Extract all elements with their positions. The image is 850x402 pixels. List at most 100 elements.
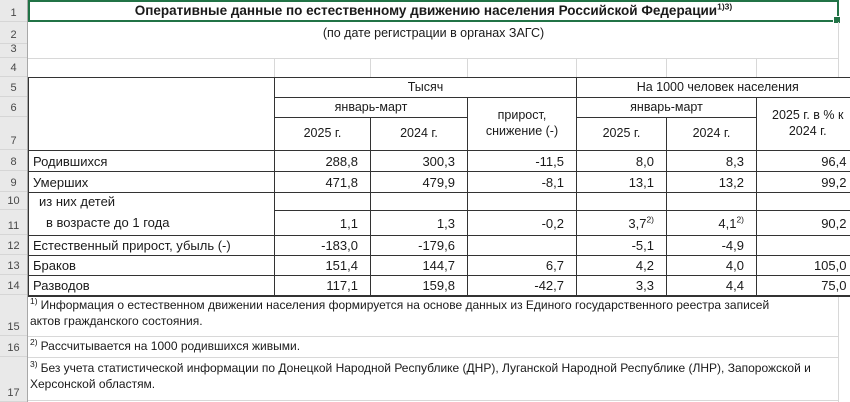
cell[interactable]: 1,3 xyxy=(370,210,468,236)
period-header-thousands[interactable]: январь-март xyxy=(274,97,468,118)
cell[interactable]: -11,5 xyxy=(467,150,577,172)
cell[interactable]: 159,8 xyxy=(370,275,468,297)
row-header[interactable]: 10 xyxy=(0,192,27,210)
cell[interactable]: 117,1 xyxy=(274,275,371,297)
footnote-2[interactable]: 2) Рассчитывается на 1000 родившихся живы… xyxy=(30,337,830,355)
cell[interactable]: 8,0 xyxy=(576,150,667,172)
cell[interactable]: 300,3 xyxy=(370,150,468,172)
row-header[interactable]: 12 xyxy=(0,235,27,255)
row-header[interactable]: 3 xyxy=(0,44,27,58)
percent-header[interactable]: 2025 г. в % к 2024 г. xyxy=(756,97,850,151)
subtitle-text: (по дате регистрации в органах ЗАГС) xyxy=(322,26,545,40)
cell[interactable]: 151,4 xyxy=(274,255,371,276)
title-cell[interactable]: Оперативные данные по естественному движ… xyxy=(28,0,839,22)
cell[interactable]: 4,4 xyxy=(666,275,757,297)
growth-header[interactable]: прирост, снижение (-) xyxy=(467,97,577,151)
row-label[interactable]: в возрасте до 1 года xyxy=(28,210,275,236)
table-row: Естественный прирост, убыль (-) -183,0 -… xyxy=(28,235,850,256)
year-header-2025-per1000[interactable]: 2025 г. xyxy=(576,117,667,151)
row-header[interactable]: 2 xyxy=(0,22,27,44)
year-header-2025-thousands[interactable]: 2025 г. xyxy=(274,117,371,151)
cell[interactable]: 90,2 xyxy=(756,210,850,236)
cell[interactable]: 479,9 xyxy=(370,171,468,193)
year-header-2024-thousands[interactable]: 2024 г. xyxy=(370,117,468,151)
cell[interactable]: 471,8 xyxy=(274,171,371,193)
footnote-1[interactable]: 1) Информация о естественном движении нас… xyxy=(30,297,798,330)
row-header[interactable]: 15 xyxy=(0,295,27,336)
cell[interactable] xyxy=(666,192,757,211)
row-header[interactable]: 11 xyxy=(0,210,27,235)
row-header[interactable]: 14 xyxy=(0,275,27,295)
subtitle-cell[interactable]: (по дате регистрации в органах ЗАГС) xyxy=(28,22,839,44)
cell[interactable]: 4,2 xyxy=(576,255,667,276)
cell[interactable]: 8,3 xyxy=(666,150,757,172)
footnote-3-text: Без учета статистической информации по Д… xyxy=(30,361,811,391)
page-title: Оперативные данные по естественному движ… xyxy=(134,3,718,18)
row-header[interactable]: 5 xyxy=(0,77,27,97)
corner-cell[interactable] xyxy=(28,77,275,151)
cell[interactable] xyxy=(370,192,468,211)
cell[interactable]: 96,4 xyxy=(756,150,850,172)
cell[interactable]: -8,1 xyxy=(467,171,577,193)
cell[interactable]: 13,1 xyxy=(576,171,667,193)
row-header-gutter: 1 2 3 4 5 6 7 8 9 10 11 12 13 14 15 16 1… xyxy=(0,0,28,402)
row-header[interactable]: 17 xyxy=(0,357,27,402)
cell[interactable] xyxy=(274,192,371,211)
row-header[interactable]: 1 xyxy=(0,0,27,22)
row-header[interactable]: 7 xyxy=(0,117,27,150)
cell[interactable]: 4,0 xyxy=(666,255,757,276)
footnote-1-text: Информация о естественном движении насел… xyxy=(30,298,770,328)
row-header[interactable]: 6 xyxy=(0,97,27,117)
cell[interactable]: 105,0 xyxy=(756,255,850,276)
row-header[interactable]: 8 xyxy=(0,150,27,171)
row-label[interactable]: Умерших xyxy=(28,171,275,193)
cell[interactable] xyxy=(467,235,577,256)
footnote-2-mark: 2) xyxy=(30,337,38,347)
gridline xyxy=(838,22,839,77)
year-header-2024-per1000[interactable]: 2024 г. xyxy=(666,117,757,151)
row-label[interactable]: Родившихся xyxy=(28,150,275,172)
period-header-per1000[interactable]: январь-март xyxy=(576,97,757,118)
cell[interactable]: -42,7 xyxy=(467,275,577,297)
row-label[interactable]: Разводов xyxy=(28,275,275,297)
cell[interactable] xyxy=(467,192,577,211)
table-row: из них детей xyxy=(28,192,850,211)
cell[interactable]: 4,12) xyxy=(666,210,757,236)
cell[interactable] xyxy=(756,192,850,211)
row-label[interactable]: Браков xyxy=(28,255,275,276)
cell[interactable]: 3,3 xyxy=(576,275,667,297)
row-header[interactable]: 4 xyxy=(0,58,27,77)
fill-handle[interactable] xyxy=(833,16,841,24)
cell[interactable]: 6,7 xyxy=(467,255,577,276)
footnote-2-text: Рассчитывается на 1000 родившихся живыми… xyxy=(40,339,301,353)
data-table: Тысяч На 1000 человек населения январь-м… xyxy=(28,77,850,297)
group-header-thousands[interactable]: Тысяч xyxy=(274,77,577,98)
cell[interactable]: 144,7 xyxy=(370,255,468,276)
cell[interactable]: -183,0 xyxy=(274,235,371,256)
row-label[interactable]: из них детей xyxy=(28,192,275,211)
group-header-per1000[interactable]: На 1000 человек населения xyxy=(576,77,850,98)
cell[interactable]: 75,0 xyxy=(756,275,850,297)
table-row: Родившихся 288,8 300,3 -11,5 8,0 8,3 96,… xyxy=(28,150,850,172)
cell[interactable]: -4,9 xyxy=(666,235,757,256)
row-label[interactable]: Естественный прирост, убыль (-) xyxy=(28,235,275,256)
footnote-3-mark: 3) xyxy=(30,359,38,369)
cell[interactable]: 3,72) xyxy=(576,210,667,236)
cell[interactable]: 99,2 xyxy=(756,171,850,193)
row-header[interactable]: 16 xyxy=(0,336,27,357)
row-header[interactable]: 13 xyxy=(0,255,27,275)
cell[interactable] xyxy=(576,192,667,211)
footnote-3[interactable]: 3) Без учета статистической информации по… xyxy=(30,359,836,393)
gridline xyxy=(576,58,577,77)
cell[interactable]: -0,2 xyxy=(467,210,577,236)
cell[interactable]: -5,1 xyxy=(576,235,667,256)
cell[interactable]: -179,6 xyxy=(370,235,468,256)
cell[interactable]: 13,2 xyxy=(666,171,757,193)
cell[interactable]: 1,1 xyxy=(274,210,371,236)
cell[interactable] xyxy=(756,235,850,256)
cell[interactable]: 288,8 xyxy=(274,150,371,172)
gridline xyxy=(756,58,757,77)
table-row: Разводов 117,1 159,8 -42,7 3,3 4,4 75,0 xyxy=(28,275,850,297)
row-header[interactable]: 9 xyxy=(0,171,27,192)
gridline xyxy=(28,357,839,358)
